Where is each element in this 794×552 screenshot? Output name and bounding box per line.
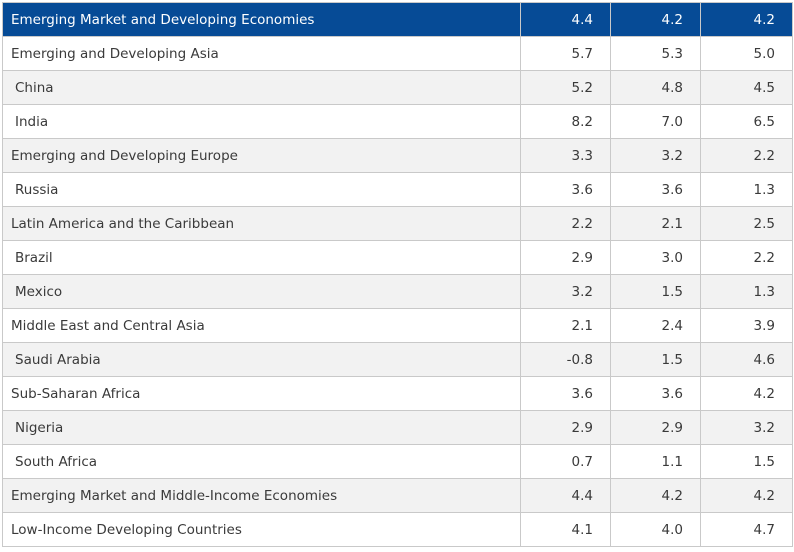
value-cell: 4.7	[700, 512, 793, 547]
value-cell: 1.5	[610, 342, 701, 377]
value-cell: 2.2	[700, 240, 793, 275]
table-row: Emerging and Developing Europe 3.3 3.2 2.2	[2, 138, 793, 173]
value-cell: 5.3	[610, 36, 701, 71]
value-cell: 1.5	[700, 444, 793, 479]
value-cell: 4.2	[610, 478, 701, 513]
row-label: Emerging and Developing Europe	[2, 138, 521, 173]
row-label: Low-Income Developing Countries	[2, 512, 521, 547]
value-cell: 1.1	[610, 444, 701, 479]
row-label: Nigeria	[2, 410, 521, 445]
value-cell: 3.2	[700, 410, 793, 445]
value-cell: 2.1	[610, 206, 701, 241]
row-label: Middle East and Central Asia	[2, 308, 521, 343]
table-row: Emerging and Developing Asia 5.7 5.3 5.0	[2, 36, 793, 71]
value-cell: 4.0	[610, 512, 701, 547]
row-label: Latin America and the Caribbean	[2, 206, 521, 241]
value-cell: 3.6	[520, 376, 611, 411]
value-cell: 4.4	[520, 478, 611, 513]
value-cell: 4.2	[700, 376, 793, 411]
value-cell: 7.0	[610, 104, 701, 139]
value-cell: 3.6	[610, 172, 701, 207]
value-cell: 2.1	[520, 308, 611, 343]
row-label: Brazil	[2, 240, 521, 275]
table-row: South Africa 0.7 1.1 1.5	[2, 444, 793, 479]
value-cell: 4.2	[700, 2, 793, 37]
table-row: Nigeria 2.9 2.9 3.2	[2, 410, 793, 445]
value-cell: 2.2	[700, 138, 793, 173]
value-cell: 3.2	[520, 274, 611, 309]
value-cell: 3.0	[610, 240, 701, 275]
row-label: Emerging Market and Developing Economies	[2, 2, 521, 37]
table-row: Mexico 3.2 1.5 1.3	[2, 274, 793, 309]
table-row: China 5.2 4.8 4.5	[2, 70, 793, 105]
value-cell: 6.5	[700, 104, 793, 139]
value-cell: 3.2	[610, 138, 701, 173]
table-row: Brazil 2.9 3.0 2.2	[2, 240, 793, 275]
table-row: Low-Income Developing Countries 4.1 4.0 4.7	[2, 512, 793, 547]
value-cell: 1.3	[700, 274, 793, 309]
value-cell: 1.5	[610, 274, 701, 309]
row-label: Mexico	[2, 274, 521, 309]
table-row: Emerging Market and Middle-Income Econom…	[2, 478, 793, 513]
value-cell: -0.8	[520, 342, 611, 377]
value-cell: 3.6	[520, 172, 611, 207]
value-cell: 4.4	[520, 2, 611, 37]
value-cell: 4.2	[610, 2, 701, 37]
row-label: Russia	[2, 172, 521, 207]
value-cell: 2.5	[700, 206, 793, 241]
table-row: Sub-Saharan Africa 3.6 3.6 4.2	[2, 376, 793, 411]
value-cell: 4.8	[610, 70, 701, 105]
value-cell: 5.2	[520, 70, 611, 105]
value-cell: 1.3	[700, 172, 793, 207]
row-label: Emerging Market and Middle-Income Econom…	[2, 478, 521, 513]
row-label: Sub-Saharan Africa	[2, 376, 521, 411]
value-cell: 5.0	[700, 36, 793, 71]
table-row: Latin America and the Caribbean 2.2 2.1 2.5	[2, 206, 793, 241]
value-cell: 4.6	[700, 342, 793, 377]
value-cell: 8.2	[520, 104, 611, 139]
value-cell: 2.2	[520, 206, 611, 241]
value-cell: 4.2	[700, 478, 793, 513]
value-cell: 2.9	[520, 240, 611, 275]
row-label: Emerging and Developing Asia	[2, 36, 521, 71]
row-label: China	[2, 70, 521, 105]
row-label: Saudi Arabia	[2, 342, 521, 377]
row-label: India	[2, 104, 521, 139]
value-cell: 3.3	[520, 138, 611, 173]
table-header-row: Emerging Market and Developing Economies…	[2, 2, 793, 37]
value-cell: 5.7	[520, 36, 611, 71]
table-row: Middle East and Central Asia 2.1 2.4 3.9	[2, 308, 793, 343]
value-cell: 2.9	[520, 410, 611, 445]
value-cell: 3.6	[610, 376, 701, 411]
value-cell: 4.1	[520, 512, 611, 547]
table-row: India 8.2 7.0 6.5	[2, 104, 793, 139]
value-cell: 0.7	[520, 444, 611, 479]
value-cell: 2.4	[610, 308, 701, 343]
table-row: Saudi Arabia -0.8 1.5 4.6	[2, 342, 793, 377]
value-cell: 2.9	[610, 410, 701, 445]
row-label: South Africa	[2, 444, 521, 479]
table-row: Russia 3.6 3.6 1.3	[2, 172, 793, 207]
value-cell: 3.9	[700, 308, 793, 343]
value-cell: 4.5	[700, 70, 793, 105]
